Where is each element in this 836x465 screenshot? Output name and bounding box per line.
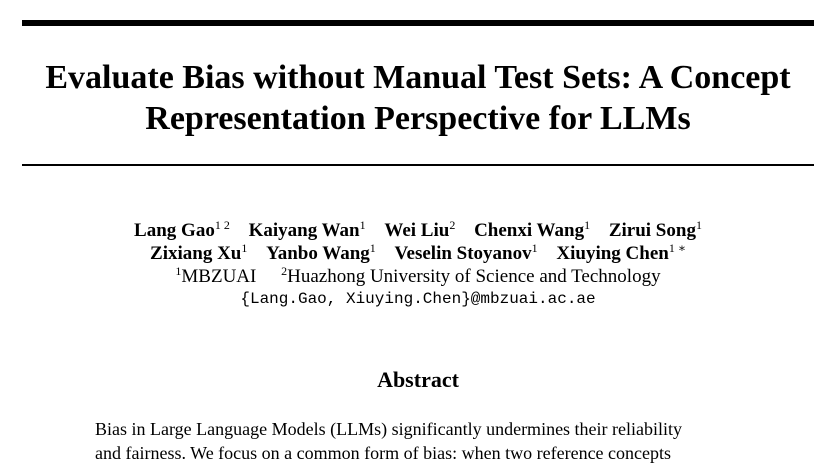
authors-line-1: Lang Gao1 2 Kaiyang Wan1 Wei Liu2 Chenxi… bbox=[0, 219, 836, 242]
author-name: Zirui Song1 bbox=[608, 218, 702, 241]
abstract-text: Bias in Large Language Models (LLMs) sig… bbox=[95, 417, 755, 465]
author-name: Wei Liu2 bbox=[384, 218, 456, 241]
author-name: Chenxi Wang1 bbox=[474, 218, 591, 241]
title-bottom-rule bbox=[22, 164, 814, 166]
affiliation: 1MBZUAI bbox=[175, 264, 257, 287]
abstract-heading: Abstract bbox=[377, 367, 459, 392]
authors-line-2: Zixiang Xu1 Yanbo Wang1 Veselin Stoyanov… bbox=[0, 242, 836, 265]
author-name: Zixiang Xu1 bbox=[150, 241, 248, 264]
author-name: Yanbo Wang1 bbox=[266, 241, 376, 264]
author-name: Xiuying Chen1 ∗ bbox=[556, 241, 686, 264]
affiliations: 1MBZUAI 2Huazhong University of Science … bbox=[0, 265, 836, 288]
top-rule bbox=[22, 20, 814, 26]
author-block: Lang Gao1 2 Kaiyang Wan1 Wei Liu2 Chenxi… bbox=[0, 219, 836, 311]
author-name: Lang Gao1 2 bbox=[134, 218, 230, 241]
affiliation: 2Huazhong University of Science and Tech… bbox=[281, 264, 661, 287]
title-line: Evaluate Bias without Manual Test Sets: … bbox=[45, 59, 791, 96]
author-name: Veselin Stoyanov1 bbox=[394, 241, 538, 264]
contact-email: {Lang.Gao, Xiuying.Chen}@mbzuai.ac.ae bbox=[240, 290, 596, 308]
title-line: Representation Perspective for LLMs bbox=[145, 100, 691, 137]
abstract-line: Bias in Large Language Models (LLMs) sig… bbox=[95, 419, 683, 439]
author-name: Kaiyang Wan1 bbox=[248, 218, 366, 241]
paper-title: Evaluate Bias without Manual Test Sets: … bbox=[22, 57, 814, 139]
abstract-line: and fairness. We focus on a common form … bbox=[95, 443, 672, 463]
